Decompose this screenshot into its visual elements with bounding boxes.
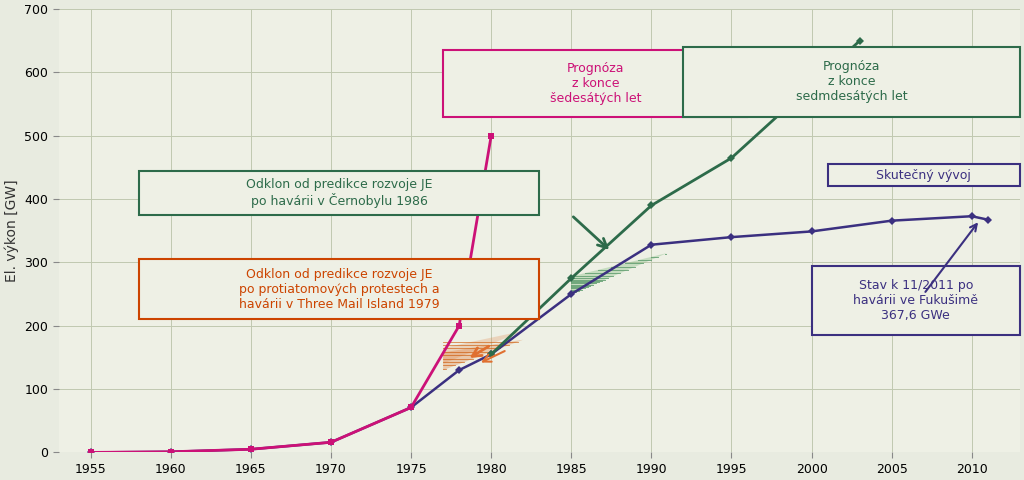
Bar xyxy=(683,47,1020,117)
Polygon shape xyxy=(443,331,523,364)
Bar xyxy=(443,50,748,117)
Text: Prognóza
z konce
sedmdesátých let: Prognóza z konce sedmdesátých let xyxy=(796,60,907,104)
Text: Odklon od predikce rozvoje JE
po protiatomových protestech a
havárii v Three Mai: Odklon od predikce rozvoje JE po protiat… xyxy=(239,268,439,311)
Bar xyxy=(827,164,1020,186)
Polygon shape xyxy=(571,253,668,294)
Text: Skutečný vývoj: Skutečný vývoj xyxy=(877,169,971,182)
Bar xyxy=(138,259,540,320)
Bar xyxy=(812,265,1020,335)
Bar xyxy=(138,170,540,215)
Text: Odklon od predikce rozvoje JE
po havárii v Černobylu 1986: Odklon od predikce rozvoje JE po havárii… xyxy=(246,178,432,208)
Polygon shape xyxy=(443,340,523,370)
Text: Stav k 11/2011 po
havárii ve Fukušimě
367,6 GWe: Stav k 11/2011 po havárii ve Fukušimě 36… xyxy=(853,279,978,322)
Y-axis label: El. výkon [GW]: El. výkon [GW] xyxy=(4,180,18,282)
Text: Prognóza
z konce
šedesátých let: Prognóza z konce šedesátých let xyxy=(550,62,641,105)
